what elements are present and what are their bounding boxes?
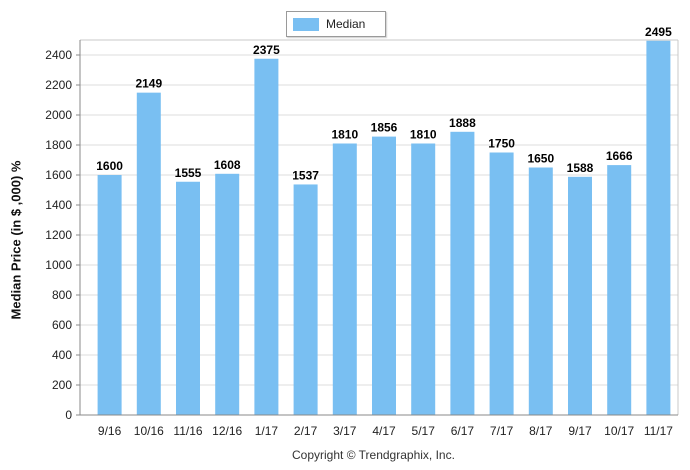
x-tick-label: 10/17 — [604, 424, 634, 438]
data-labels: 1600 2149 1555 1608 2375 1537 1810 1856 1810 1888… — [96, 25, 672, 183]
y-tick-label: 200 — [52, 378, 72, 392]
bar — [489, 152, 514, 415]
bar — [332, 143, 357, 415]
x-tick-label: 12/16 — [212, 424, 242, 438]
bar — [254, 58, 279, 415]
data-label: 1555 — [175, 166, 202, 180]
x-tick-label: 2/17 — [294, 424, 318, 438]
data-label: 2375 — [253, 43, 280, 57]
x-tick-label: 11/17 — [644, 424, 673, 438]
data-label: 1650 — [527, 152, 554, 166]
y-tick-label: 2000 — [45, 108, 72, 122]
x-tick-label: 9/16 — [98, 424, 122, 438]
bar — [136, 92, 161, 416]
bar — [176, 181, 200, 415]
data-label: 1608 — [214, 158, 241, 172]
bar — [568, 176, 592, 415]
y-axis-title: Median Price (in $ ,000) % — [8, 160, 24, 320]
data-label: 1588 — [567, 161, 594, 175]
x-tick-label: 11/16 — [173, 424, 202, 438]
legend-swatch-median — [293, 18, 319, 31]
data-label: 1888 — [449, 116, 476, 130]
data-label: 1537 — [292, 168, 319, 182]
legend: Median — [286, 11, 386, 37]
y-tick-label: 1000 — [45, 258, 72, 272]
x-tick-label: 4/17 — [372, 424, 396, 438]
bars — [97, 40, 671, 416]
y-tick-label: 1200 — [45, 228, 72, 242]
x-tick-label: 9/17 — [568, 424, 592, 438]
data-label: 1666 — [606, 149, 633, 163]
x-tick-label: 7/17 — [490, 424, 514, 438]
x-tick-label: 6/17 — [451, 424, 475, 438]
bar — [607, 165, 632, 415]
bar — [450, 131, 475, 416]
x-axis-ticks: 9/16 10/16 11/16 12/16 1/17 2/17 3/17 4/17 5/17 6… — [98, 424, 673, 438]
bar — [215, 173, 240, 415]
data-label: 2495 — [645, 25, 672, 39]
y-tick-label: 0 — [65, 408, 72, 422]
bar — [646, 40, 671, 415]
bar — [293, 184, 318, 415]
x-tick-label: 5/17 — [412, 424, 436, 438]
data-label: 1750 — [488, 137, 515, 151]
legend-label-median: Median — [326, 17, 366, 31]
bar — [97, 175, 122, 415]
y-tick-label: 1800 — [45, 138, 72, 152]
y-tick-label: 800 — [52, 288, 72, 302]
x-tick-label: 1/17 — [255, 424, 279, 438]
data-label: 1856 — [371, 121, 398, 135]
y-tick-label: 1600 — [45, 168, 72, 182]
y-tick-label: 2200 — [45, 78, 72, 92]
data-label: 1810 — [331, 128, 358, 142]
data-label: 1600 — [96, 159, 123, 173]
y-tick-label: 400 — [52, 348, 72, 362]
bar — [411, 143, 436, 415]
copyright-footer: Copyright © Trendgraphix, Inc. — [292, 448, 455, 462]
y-axis-ticks: 0 200 400 600 800 1000 1200 1400 1600 1800 2000 220… — [45, 48, 80, 422]
x-tick-label: 3/17 — [333, 424, 357, 438]
y-tick-label: 1400 — [45, 198, 72, 212]
data-label: 1810 — [410, 128, 437, 142]
x-tick-label: 10/16 — [134, 424, 164, 438]
bar — [372, 136, 396, 415]
data-label: 2149 — [135, 77, 162, 91]
bar — [528, 167, 553, 415]
y-tick-label: 2400 — [45, 48, 72, 62]
y-tick-label: 600 — [52, 318, 72, 332]
x-tick-label: 8/17 — [529, 424, 553, 438]
